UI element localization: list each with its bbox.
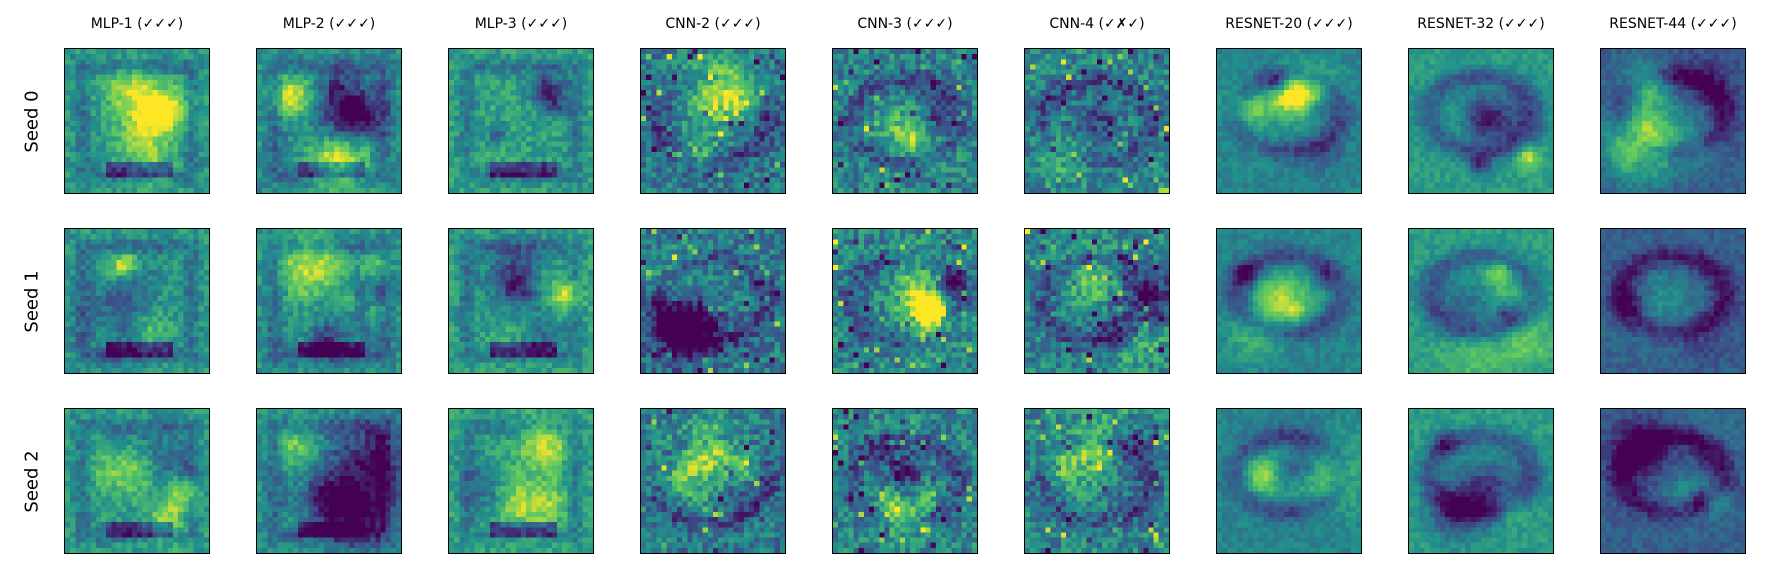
heatmap-panel xyxy=(640,48,786,194)
column-title-cnn-3: CNN-3 (✓✓✓) xyxy=(857,16,953,32)
heatmap-panel xyxy=(1216,48,1362,194)
heatmap-image xyxy=(1025,49,1169,193)
heatmap-image xyxy=(65,409,209,553)
column-title-cnn-2: CNN-2 (✓✓✓) xyxy=(665,16,761,32)
heatmap-panel xyxy=(64,228,210,374)
heatmap-panel xyxy=(1600,408,1746,554)
heatmap-image xyxy=(65,229,209,373)
column-title-mlp-1: MLP-1 (✓✓✓) xyxy=(90,16,184,32)
heatmap-image xyxy=(1217,229,1361,373)
heatmap-image xyxy=(257,49,401,193)
row-label-seed-0: Seed 0 xyxy=(21,89,43,153)
heatmap-panel xyxy=(448,408,594,554)
heatmap-image xyxy=(449,229,593,373)
heatmap-image xyxy=(1601,409,1745,553)
heatmap-panel xyxy=(64,48,210,194)
heatmap-image xyxy=(641,49,785,193)
heatmap-panel xyxy=(1408,228,1554,374)
column-title-resnet-20: RESNET-20 (✓✓✓) xyxy=(1225,16,1353,32)
column-title-cnn-4: CNN-4 (✓✗✓) xyxy=(1049,16,1145,32)
heatmap-image xyxy=(833,229,977,373)
heatmap-panel xyxy=(1024,408,1170,554)
heatmap-panel xyxy=(832,48,978,194)
heatmap-image xyxy=(1409,409,1553,553)
heatmap-image xyxy=(449,409,593,553)
heatmap-image xyxy=(641,229,785,373)
heatmap-panel xyxy=(1024,228,1170,374)
row-label-seed-2: Seed 2 xyxy=(21,449,43,513)
heatmap-image xyxy=(257,229,401,373)
row-label-seed-1: Seed 1 xyxy=(21,269,43,333)
column-title-resnet-32: RESNET-32 (✓✓✓) xyxy=(1417,16,1545,32)
column-title-resnet-44: RESNET-44 (✓✓✓) xyxy=(1609,16,1737,32)
heatmap-image xyxy=(1409,229,1553,373)
heatmap-panel xyxy=(1408,48,1554,194)
heatmap-panel xyxy=(832,408,978,554)
heatmap-panel xyxy=(256,48,402,194)
heatmap-panel xyxy=(832,228,978,374)
heatmap-image xyxy=(1601,229,1745,373)
heatmap-image xyxy=(1601,49,1745,193)
column-title-mlp-3: MLP-3 (✓✓✓) xyxy=(474,16,568,32)
column-title-mlp-2: MLP-2 (✓✓✓) xyxy=(282,16,376,32)
heatmap-panel xyxy=(640,228,786,374)
heatmap-panel xyxy=(640,408,786,554)
heatmap-image xyxy=(1217,49,1361,193)
heatmap-panel xyxy=(1600,48,1746,194)
heatmap-panel xyxy=(1216,228,1362,374)
heatmap-image xyxy=(1409,49,1553,193)
heatmap-panel xyxy=(448,48,594,194)
heatmap-image xyxy=(1025,229,1169,373)
heatmap-panel xyxy=(1600,228,1746,374)
heatmap-image xyxy=(833,49,977,193)
heatmap-image xyxy=(1217,409,1361,553)
heatmap-image xyxy=(1025,409,1169,553)
heatmap-image xyxy=(641,409,785,553)
heatmap-panel xyxy=(1024,48,1170,194)
heatmap-panel xyxy=(448,228,594,374)
heatmap-image xyxy=(257,409,401,553)
heatmap-image xyxy=(65,49,209,193)
heatmap-panel xyxy=(256,408,402,554)
heatmap-image xyxy=(833,409,977,553)
heatmap-image xyxy=(449,49,593,193)
heatmap-panel xyxy=(1216,408,1362,554)
heatmap-panel xyxy=(64,408,210,554)
heatmap-panel xyxy=(1408,408,1554,554)
heatmap-panel xyxy=(256,228,402,374)
